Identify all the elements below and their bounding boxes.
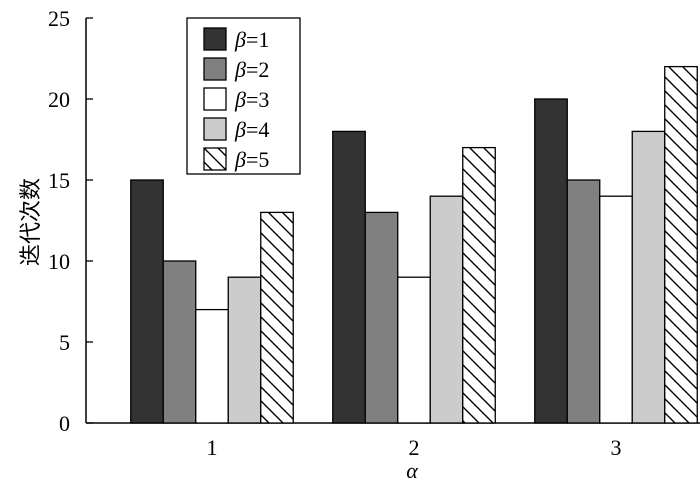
bar-β=2-1: [162, 260, 197, 424]
legend-symbol: β: [234, 117, 246, 142]
x-tick-label: 2: [409, 435, 420, 460]
bar-β=5-1: [260, 211, 294, 424]
legend-symbol: β: [234, 57, 246, 82]
bar-β=3-3: [599, 195, 633, 424]
bar-β=2-3: [566, 179, 601, 424]
bar-β=3-1: [195, 308, 229, 424]
y-tick-label: 20: [48, 87, 70, 112]
legend-value: =4: [246, 117, 269, 142]
legend-symbol: β: [234, 147, 246, 172]
legend: β=1β=2β=3β=4β=5: [186, 17, 301, 175]
bar-β=1-3: [534, 98, 568, 424]
legend-swatch: [203, 87, 227, 111]
bar-β=4-3: [631, 130, 666, 424]
legend-label: β=1: [234, 27, 269, 52]
legend-symbol: β: [234, 27, 246, 52]
legend-swatch: [203, 57, 227, 81]
legend-swatch: [203, 117, 227, 141]
y-tick-label: 10: [48, 249, 70, 274]
legend-label: β=2: [234, 57, 269, 82]
legend-label: β=4: [234, 117, 269, 142]
legend-value: =2: [246, 57, 269, 82]
bar-β=4-2: [429, 195, 464, 424]
bar-β=5-2: [462, 146, 496, 424]
y-tick-label: 15: [48, 168, 70, 193]
bar-β=5-3: [664, 65, 698, 424]
y-axis-title: 迭代次数: [18, 178, 43, 266]
bar-β=4-1: [227, 276, 262, 424]
legend-value: =3: [246, 87, 269, 112]
y-tick-label: 25: [48, 6, 70, 31]
legend-label: β=3: [234, 87, 269, 112]
legend-value: =5: [246, 147, 269, 172]
x-axis-title: α: [406, 458, 418, 483]
bar-β=1-1: [130, 179, 164, 424]
x-tick-label: 1: [207, 435, 218, 460]
bars: [130, 65, 698, 424]
x-tick-label: 3: [611, 435, 622, 460]
bar-β=2-2: [364, 211, 399, 424]
legend-swatch: [203, 27, 227, 51]
legend-value: =1: [246, 27, 269, 52]
bar-β=3-2: [397, 276, 431, 424]
y-tick-label: 0: [59, 411, 70, 436]
y-tick-label: 5: [59, 330, 70, 355]
bar-β=1-2: [332, 130, 366, 424]
legend-swatch: [203, 147, 227, 171]
legend-label: β=5: [234, 147, 269, 172]
legend-symbol: β: [234, 87, 246, 112]
